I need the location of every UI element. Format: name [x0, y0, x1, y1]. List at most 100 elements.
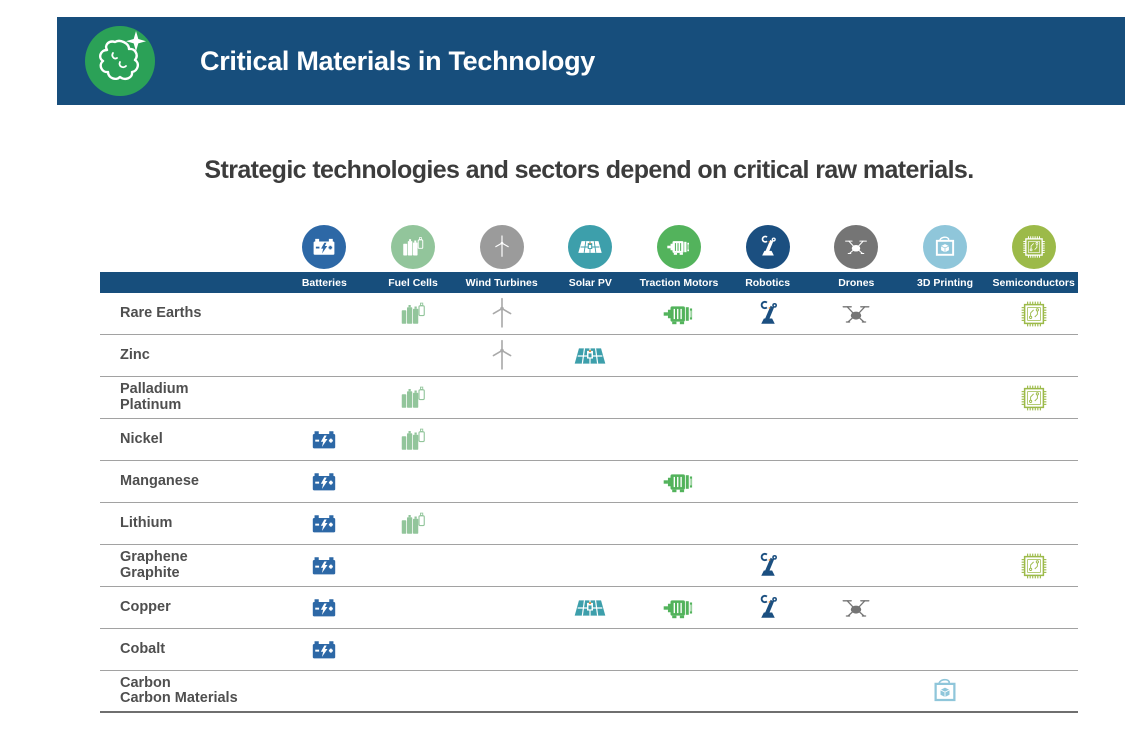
column-header-band: Batteries Fuel Cells Wind Turbines Solar PV… — [100, 272, 1078, 293]
robot-arm-icon — [760, 300, 777, 324]
traction-motors-circle — [656, 225, 701, 269]
cell-rare-earths-semiconductors — [989, 299, 1078, 329]
material-label-nickel: Nickel — [100, 431, 280, 448]
material-label-graphene: Graphene Graphite — [100, 549, 280, 581]
cell-palladium-fuel-cells — [369, 383, 458, 413]
material-row-nickel: Nickel — [100, 419, 1078, 461]
battery-icon — [313, 430, 336, 448]
material-label-line: Rare Earths — [120, 304, 202, 321]
matrix-rows: Rare Earths — [100, 293, 1078, 713]
material-label-zinc: Zinc — [100, 347, 280, 364]
tech-circle-fuel-cells — [369, 222, 458, 272]
material-label-manganese: Manganese — [100, 472, 280, 490]
material-label-line: Manganese — [120, 472, 199, 489]
cell-graphene-robotics — [723, 551, 812, 581]
fuel-cell-icon — [403, 237, 424, 256]
cell-copper-drones — [812, 592, 901, 624]
cell-copper-solar-pv — [546, 591, 635, 625]
material-row-manganese: Manganese — [100, 461, 1078, 503]
3d-printer-icon — [934, 678, 956, 702]
column-header-drones: Drones — [838, 276, 875, 289]
tech-circle-traction-motors — [635, 222, 724, 272]
material-label-cobalt: Cobalt — [100, 641, 280, 658]
cell-zinc-wind-turbines — [457, 338, 546, 374]
drone-icon — [842, 599, 870, 617]
tech-circle-solar-pv — [546, 222, 635, 272]
chip-icon — [1021, 301, 1047, 326]
battery-icon — [313, 514, 336, 532]
drone-icon — [842, 305, 870, 323]
fuel-cell-icon — [401, 512, 425, 534]
battery-icon — [313, 238, 335, 255]
cell-manganese-traction-motors — [635, 465, 724, 499]
motor-icon — [663, 599, 693, 618]
material-label-line: Lithium — [120, 514, 173, 531]
material-row-rare-earths: Rare Earths — [100, 293, 1078, 335]
mineral-rock-icon — [85, 26, 155, 96]
cell-nickel-batteries — [280, 426, 369, 454]
cell-carbon-3d-printing — [901, 676, 990, 706]
material-row-graphene: Graphene Graphite — [100, 545, 1078, 587]
motor-icon — [663, 305, 693, 324]
cell-cobalt-batteries — [280, 636, 369, 664]
material-label-carbon: Carbon Carbon Materials — [100, 674, 280, 707]
tech-circle-semiconductors — [989, 222, 1078, 272]
tech-circle-robotics — [723, 222, 812, 272]
tech-circle-wind-turbines — [457, 222, 546, 272]
cell-nickel-fuel-cells — [369, 425, 458, 455]
material-row-zinc: Zinc — [100, 335, 1078, 377]
column-header-solar-pv: Solar PV — [568, 276, 612, 289]
cell-copper-robotics — [723, 593, 812, 623]
robot-arm-icon — [760, 552, 777, 576]
cell-lithium-batteries — [280, 510, 369, 538]
icons-row-spacer — [100, 222, 280, 272]
column-header-traction-motors: Traction Motors — [639, 276, 719, 289]
wind-turbine-icon — [494, 235, 509, 257]
column-header-wind-turbines: Wind Turbines — [465, 276, 538, 289]
column-header-robotics: Robotics — [745, 276, 791, 289]
band-spacer — [100, 272, 280, 293]
solar-panel-icon — [575, 347, 606, 364]
fuel-cell-icon — [401, 302, 425, 324]
motor-icon — [663, 473, 693, 492]
column-header-fuel-cells: Fuel Cells — [388, 276, 438, 289]
chip-icon — [1021, 553, 1047, 578]
cell-zinc-solar-pv — [546, 339, 635, 373]
cell-rare-earths-fuel-cells — [369, 299, 458, 329]
material-label-line: Carbon Materials — [120, 690, 238, 706]
cell-rare-earths-traction-motors — [635, 297, 724, 331]
cell-copper-traction-motors — [635, 591, 724, 625]
3d-printer-icon — [935, 236, 955, 256]
fuel-cells-circle — [390, 225, 435, 269]
chip-icon — [1021, 385, 1047, 410]
solar-pv-circle — [568, 225, 613, 269]
solar-panel-icon — [575, 599, 606, 616]
cell-copper-batteries — [280, 594, 369, 622]
tech-circle-3d-printing — [901, 222, 990, 272]
header-bar: Critical Materials in Technology — [57, 17, 1125, 105]
page-title: Critical Materials in Technology — [200, 45, 595, 76]
material-row-lithium: Lithium — [100, 503, 1078, 545]
material-label-line: Carbon — [120, 674, 171, 691]
cell-graphene-batteries — [280, 552, 369, 580]
material-label-palladium: Palladium Platinum — [100, 381, 280, 413]
column-header-batteries: Batteries — [301, 276, 347, 289]
fuel-cell-icon — [401, 428, 425, 450]
motor-icon — [667, 241, 689, 255]
wind-turbine-icon — [492, 297, 512, 327]
material-label-line: Platinum — [120, 396, 182, 413]
material-label-line: Graphite — [120, 564, 180, 581]
cell-rare-earths-drones — [812, 298, 901, 330]
wind-turbines-circle — [479, 225, 524, 269]
cell-rare-earths-robotics — [723, 299, 812, 329]
cell-lithium-fuel-cells — [369, 509, 458, 539]
material-row-copper: Copper — [100, 587, 1078, 629]
robotics-circle — [745, 225, 790, 269]
minerals-logo-icon — [85, 26, 155, 96]
cell-rare-earths-wind-turbines — [457, 296, 546, 332]
materials-technology-matrix: Batteries Fuel Cells Wind Turbines Solar PV… — [100, 222, 1078, 713]
3d-printing-circle — [922, 225, 967, 269]
material-label-copper: Copper — [100, 599, 280, 616]
solar-panel-icon — [578, 241, 603, 253]
cell-graphene-semiconductors — [989, 551, 1078, 581]
